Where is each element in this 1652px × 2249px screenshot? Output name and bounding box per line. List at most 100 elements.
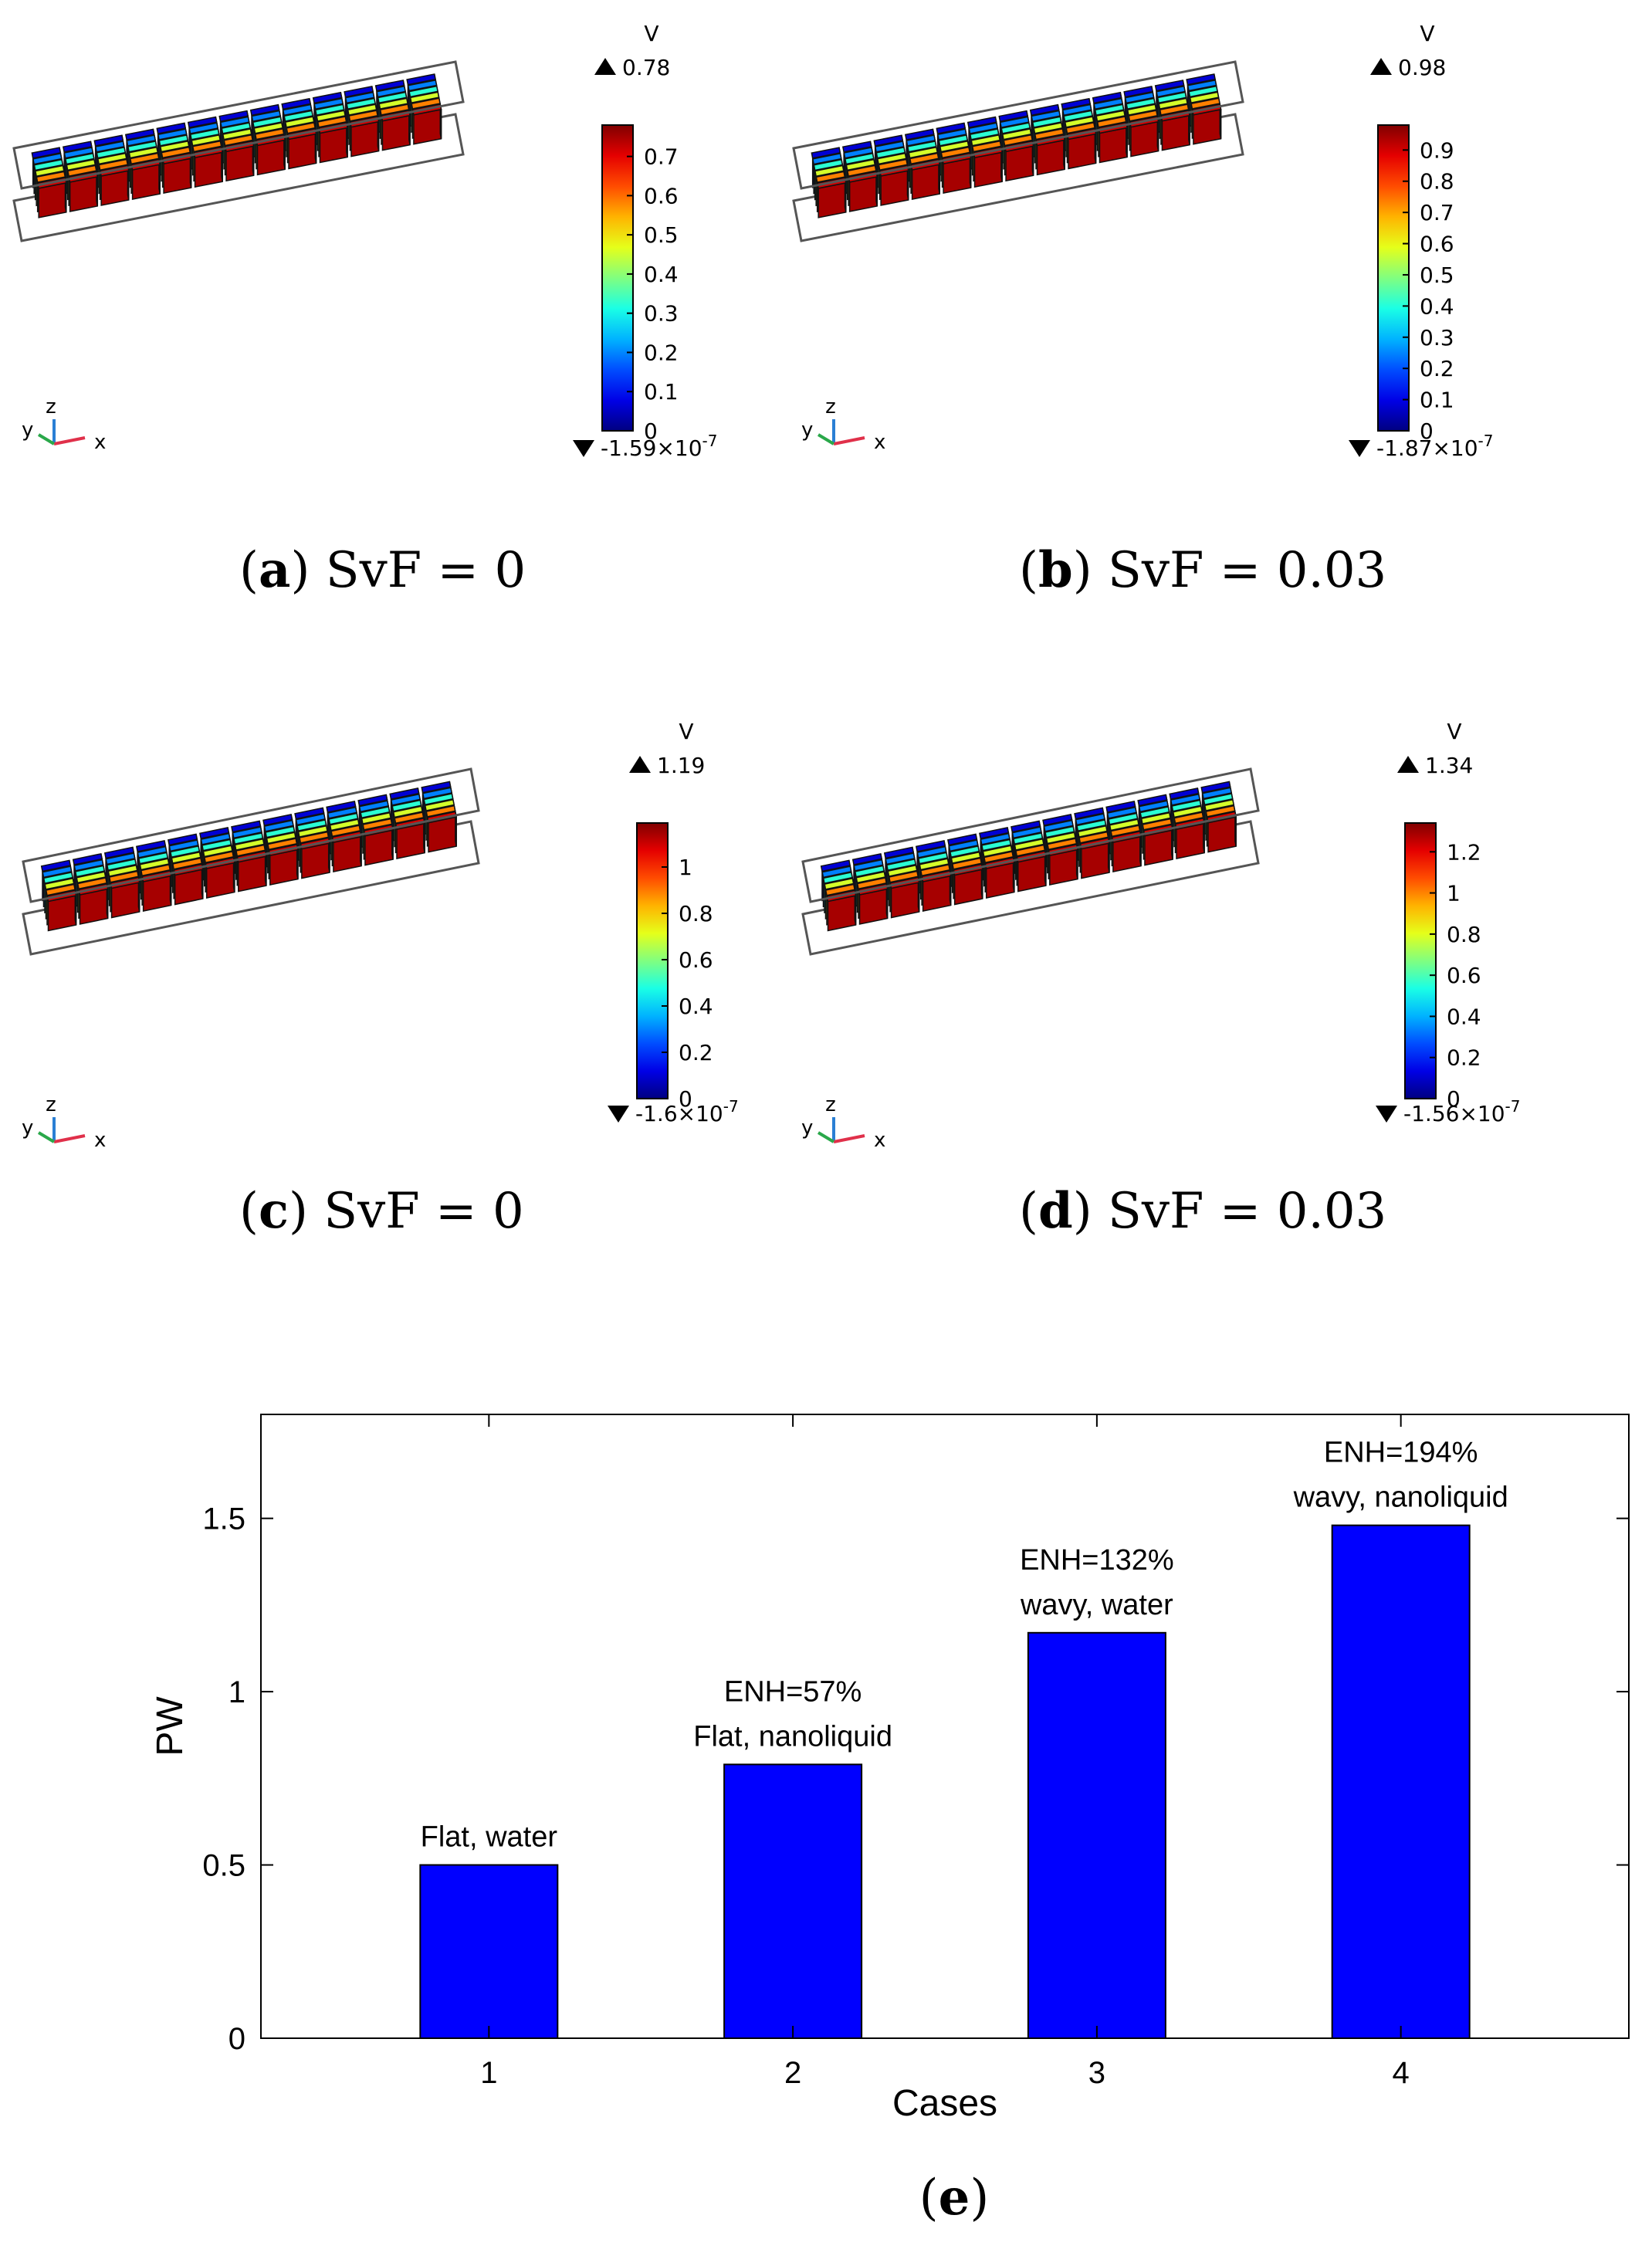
chart-caption: (e) [919, 2169, 990, 2227]
caption-paren: ( [1019, 542, 1038, 599]
block-top-face [909, 152, 939, 165]
colorbar-max-label: 0.78 [622, 55, 670, 80]
colorbar-scale [601, 124, 634, 432]
block-top-face [904, 128, 935, 141]
block-top-face [878, 158, 909, 171]
block-top-face [980, 832, 1010, 845]
block-top-face [254, 127, 285, 141]
block-top-face [983, 851, 1014, 864]
block-top-face [263, 819, 294, 832]
block-top-face [1064, 116, 1095, 128]
block-top-face [947, 833, 978, 846]
block-top-face [378, 97, 408, 110]
block-top-face [1109, 818, 1139, 832]
bar-annotation: ENH=57% [724, 1675, 862, 1708]
block-top-face [189, 128, 220, 141]
block-front-face [1161, 114, 1190, 151]
block-top-face [168, 833, 198, 846]
block-top-face [981, 838, 1012, 852]
block-top-face [851, 852, 883, 865]
block-top-face [316, 110, 346, 122]
block-top-face [360, 806, 391, 819]
block-top-face [948, 839, 979, 852]
block-top-face [1205, 804, 1236, 818]
block-top-face [45, 883, 76, 896]
block-top-face [358, 800, 389, 813]
block-top-face [296, 819, 327, 832]
block-top-face [1105, 801, 1136, 813]
block-top-face [330, 825, 361, 838]
block-top-face [76, 877, 108, 890]
colorbar-min-label: -1.59×10-7 [601, 432, 718, 461]
block-top-face [919, 864, 951, 877]
panel-caption: (a) SvF = 0 [239, 541, 526, 599]
block-top-face [231, 820, 262, 833]
block-top-face [1108, 812, 1139, 825]
block-top-face [1031, 116, 1062, 128]
top-plate [12, 60, 465, 190]
block-top-face [1126, 97, 1156, 110]
colorbar-tick-label: 0.9 [1420, 137, 1454, 163]
block-top-face [314, 103, 345, 116]
block-top-face [950, 851, 981, 864]
block-top-face [187, 116, 218, 129]
block-front-face [319, 127, 348, 164]
min-marker-icon [573, 440, 594, 457]
block-top-face [421, 787, 453, 800]
block-top-face [1137, 794, 1168, 807]
block-top-face [883, 846, 915, 859]
block-front-face [194, 151, 223, 188]
block-top-face [66, 158, 96, 171]
block-top-face [232, 826, 262, 839]
colorbar-unit: V [1420, 21, 1434, 46]
block-top-face [845, 158, 876, 171]
colorbar-tick-label: 0 [1420, 418, 1434, 444]
caption-text: SvF = 0.03 [1108, 1183, 1386, 1240]
block-top-face [966, 116, 997, 129]
block-top-face [409, 91, 440, 103]
colorbar-tick-label: 0.4 [1447, 1004, 1481, 1029]
colorbar-scale [1404, 822, 1437, 1099]
x-axis-title: Cases [892, 2083, 997, 2124]
block-top-face [1158, 97, 1188, 110]
block-top-face [266, 832, 296, 845]
block-top-face [1171, 799, 1202, 812]
block-top-face [1139, 806, 1170, 819]
block-top-face [129, 152, 160, 165]
colorbar-tick-label: 0.4 [679, 994, 713, 1019]
block-top-face [1173, 811, 1204, 825]
block-top-face [888, 870, 919, 883]
block-top-face [1186, 73, 1216, 86]
caption-paren: ) [289, 1183, 323, 1240]
colorbar-tick-label: 0 [679, 1086, 692, 1112]
block-top-face [1033, 122, 1064, 134]
block-top-face [1031, 110, 1061, 123]
caption-letter: e [939, 2169, 970, 2227]
colorbar-tick-label: 1 [679, 855, 692, 880]
block-front-face [943, 157, 972, 195]
block-top-face [127, 141, 157, 153]
x-axis-label: x [874, 1129, 885, 1152]
block-top-face [74, 865, 106, 878]
panel-c: z x y 0 0.2 0.4 0.6 0.8 1 V 1.19 -1.6×10-7 (c) SvF =… [22, 719, 739, 1240]
block-top-face [919, 858, 950, 871]
block-top-face [36, 171, 66, 183]
caption-letter: a [259, 541, 290, 599]
block-top-face [1013, 832, 1044, 845]
block-array [820, 781, 1237, 932]
caption-letter: c [259, 1182, 289, 1240]
block-top-face [172, 857, 203, 870]
bar-annotation: Flat, nanoliquid [693, 1720, 892, 1753]
panel-d: z x y 0 0.2 0.4 0.6 0.8 1 1.2 V 1.34 -1.56×10-7 (d) S… [801, 719, 1521, 1240]
block-top-face [394, 811, 425, 825]
block-top-face [294, 807, 325, 820]
colorbar-tick-label: 1 [1447, 881, 1461, 906]
colorbar: 0 0.1 0.2 0.3 0.4 0.5 0.6 0.7 0.8 0.9 V 0.98 -1.87×1… [1349, 21, 1494, 461]
y-tick-label: 0 [229, 2022, 245, 2056]
block-top-face [200, 832, 231, 845]
panel-caption: (d) SvF = 0.03 [1019, 1182, 1386, 1240]
top-plate [22, 767, 480, 903]
block-top-face [885, 852, 916, 865]
block-top-face [282, 103, 313, 117]
block-top-face [392, 805, 423, 818]
